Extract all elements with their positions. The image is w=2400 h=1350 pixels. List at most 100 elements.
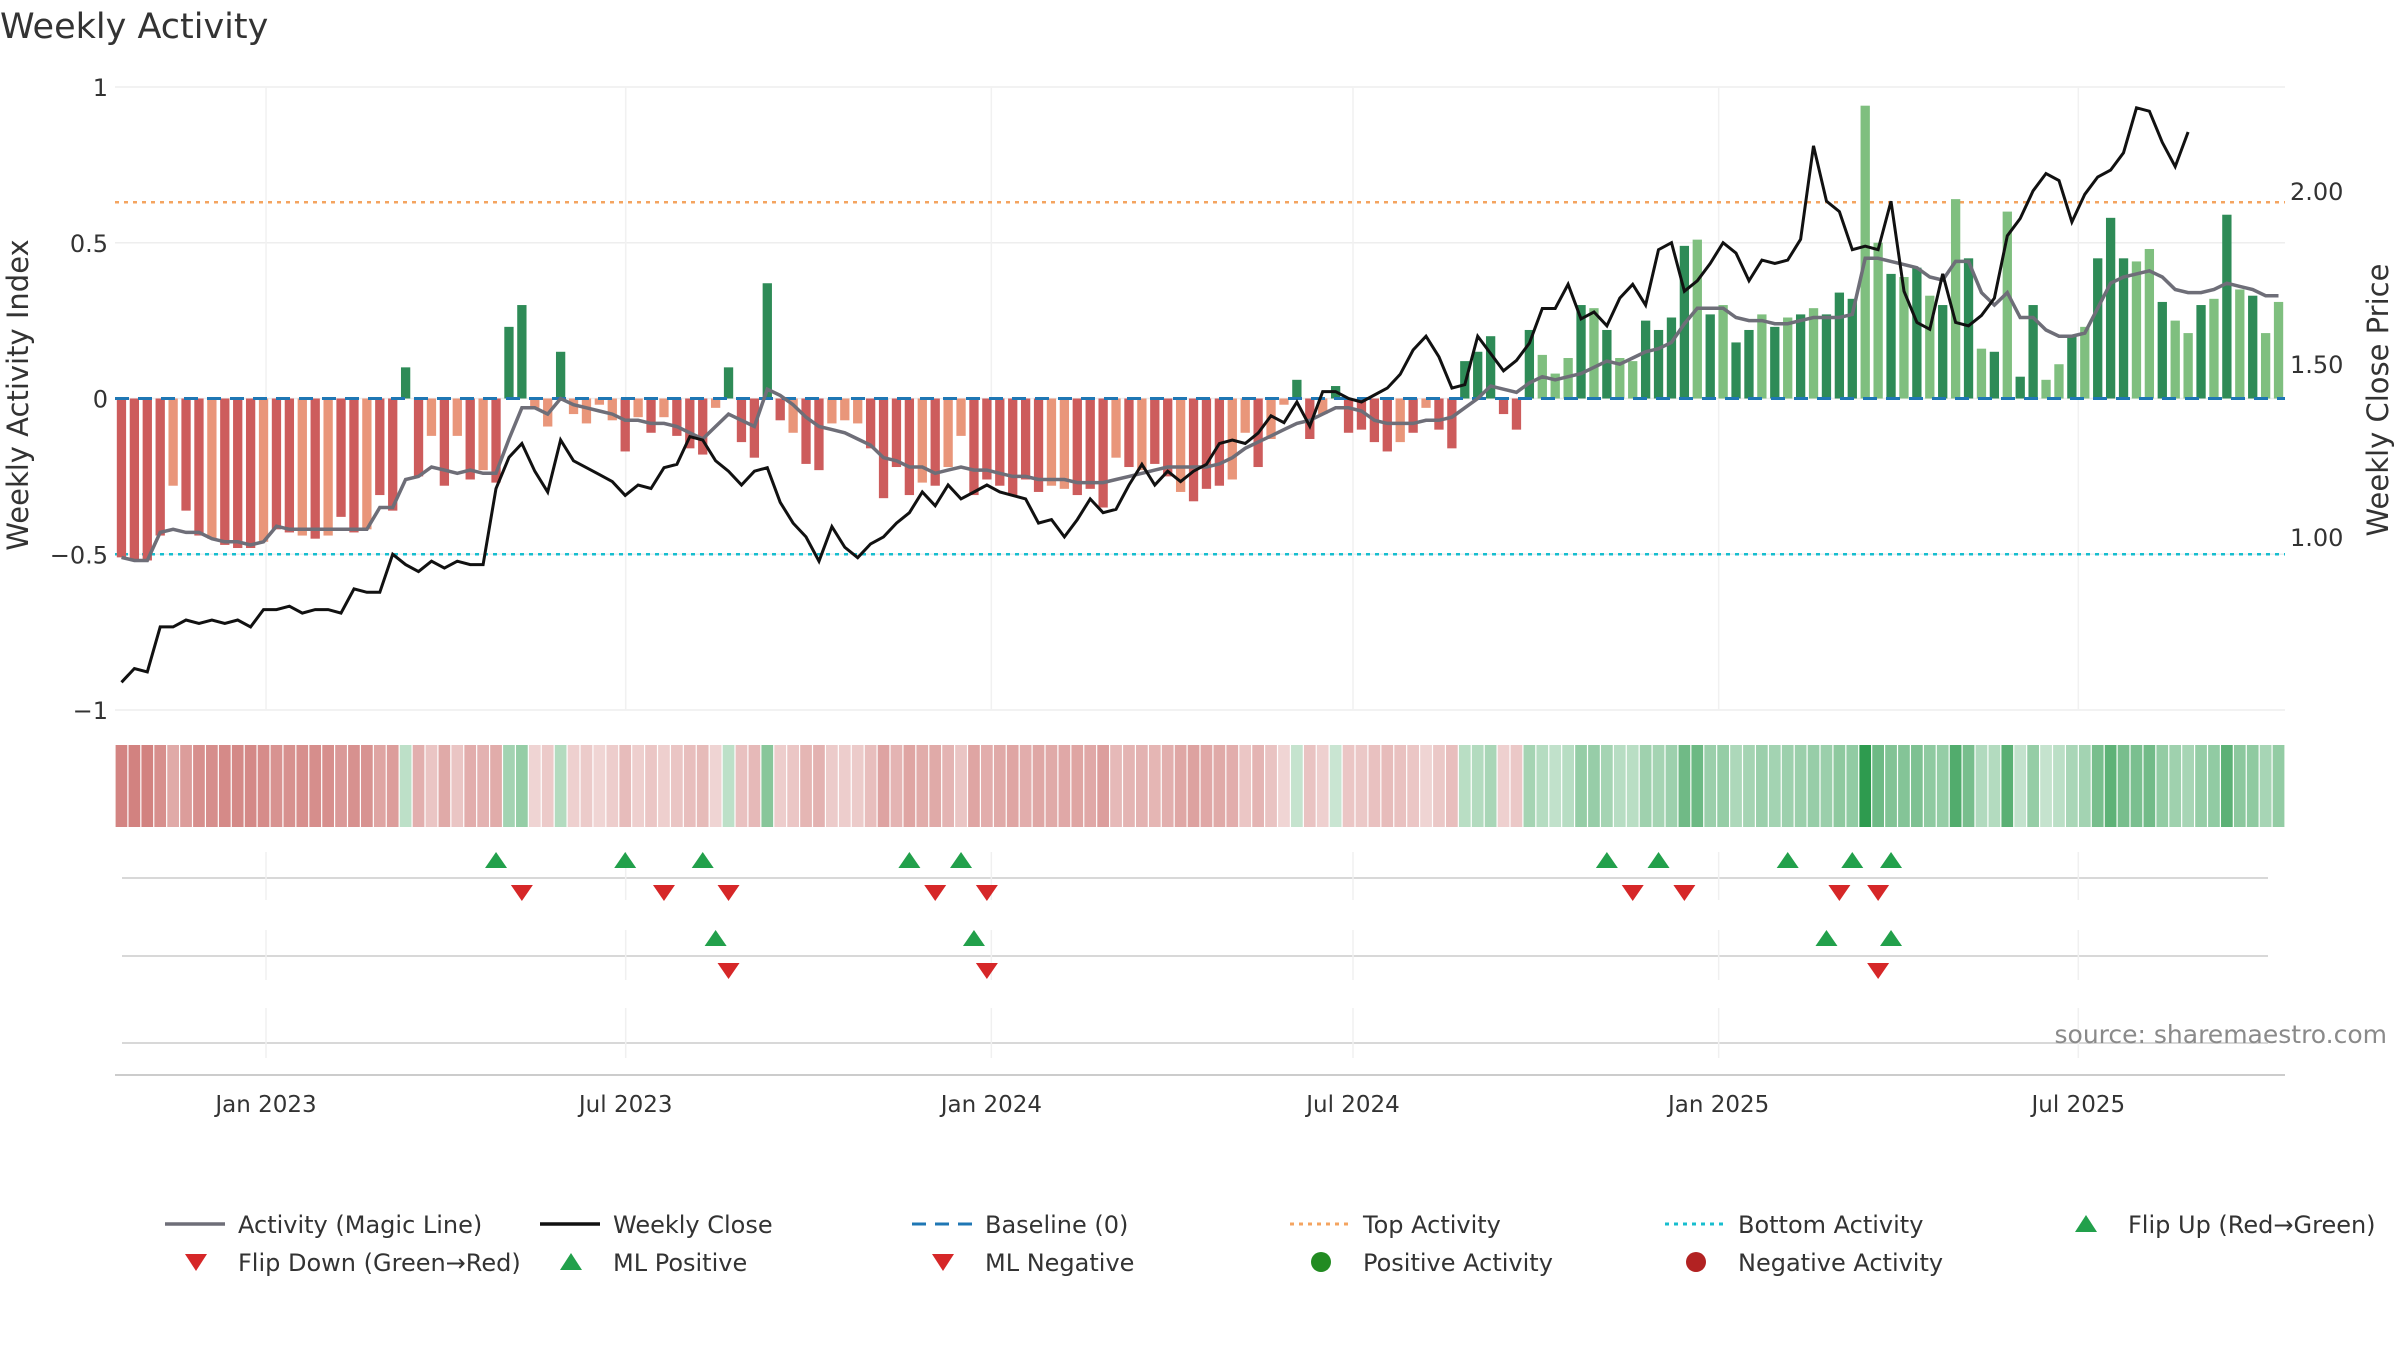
heat-strip-cell [826,745,838,827]
activity-bar [297,398,307,536]
activity-bar [1447,398,1457,449]
activity-bar [1795,314,1806,399]
heat-strip-cell [2195,745,2207,827]
activity-bar [1912,267,1922,399]
legend-swatch [185,1254,207,1271]
heat-strip-cell [554,745,567,827]
activity-bar [594,398,605,405]
activity-bar [336,398,346,517]
activity-bar [1821,314,1832,399]
activity-bar [362,398,372,530]
x-tick-label: Jul 2023 [577,1092,673,1118]
activity-bar [116,398,127,558]
heat-strip-cell [1446,745,1458,827]
heat-strip-cell [1562,745,1574,827]
heat-strip-cell [1252,745,1264,827]
heat-strip-cell [1497,745,1510,827]
activity-bar [620,398,630,452]
heat-strip-cell [1071,745,1084,827]
heat-strip-cell [1123,745,1135,827]
activity-bar [2235,289,2245,399]
heat-strip-cell [309,745,322,827]
activity-bar [349,398,359,533]
heat-strip-cell [1911,745,1923,827]
left-tick-label: −1 [73,697,108,725]
flip-up-marker [691,852,714,868]
flip-down-marker [1828,885,1851,901]
heat-strip-cell [1278,745,1290,827]
heat-strip-cell [348,745,360,827]
heat-strip-cell [683,745,696,827]
heat-strip-cell [1303,745,1316,827]
heat-strip-cell [1575,745,1587,827]
activity-bar [1589,308,1599,399]
right-tick-label: 1.00 [2290,524,2343,552]
activity-bar [1731,342,1741,399]
activity-bar [478,398,488,471]
legend-label: Weekly Close [613,1211,773,1239]
heat-strip-cell [231,745,244,827]
heat-strip-cell [218,745,231,827]
heat-strip-cell [1265,745,1277,827]
x-tick-label: Jan 2024 [939,1092,1042,1118]
heat-strip-cell [658,745,670,827]
activity-bar [1124,398,1134,468]
activity-bar [814,398,824,471]
source-note: source: sharemaestro.com [2055,1020,2388,1049]
heat-strip-cell [2130,745,2143,827]
activity-bar [258,398,269,542]
activity-bar [1808,308,1819,399]
axes: 1 0.5 0 −0.5 −1 2.00 1.50 1.00 [50,74,2344,725]
legend-swatch [1311,1252,1331,1272]
heat-strip-cell [567,745,580,827]
flip-up-marker [1647,852,1670,868]
heat-strip-cell [373,745,386,827]
heat-strip-cell [1381,745,1394,827]
activity-bar [1950,199,1961,399]
heat-strip-cell [115,745,128,827]
heat-strip-cell [2221,745,2233,827]
legend-label: ML Positive [613,1249,747,1277]
activity-bar [155,398,165,536]
heat-strip-cell [993,745,1006,827]
heat-strip-cell [1626,745,1639,827]
heat-strip-cell [1458,745,1471,827]
heat-strip-cell [709,745,722,827]
heat-strip-cell [722,745,735,827]
activity-bar [2041,379,2051,399]
activity-bar [1705,314,1715,399]
heat-strip-cell [1898,745,1910,827]
activity-bar [1240,398,1250,433]
activity-bar [1059,398,1070,489]
heat-strip-cell [1291,745,1303,827]
activity-bar [245,398,256,549]
ml-positive-marker [1815,930,1838,946]
flip-up-marker [614,852,637,868]
heat-strip-cell [761,745,774,827]
heat-strip-cell [141,745,154,827]
heat-strip-cell [1756,745,1768,827]
heat-strip-cell [2053,745,2065,827]
heat-strip-cell [490,745,502,827]
heat-strip-cell [335,745,347,827]
activity-bar [723,367,734,399]
heat-strip-cell [1872,745,1884,827]
heat-strip-cell [412,745,425,827]
left-tick-label: 0.5 [70,230,108,258]
heat-strip-cell [645,745,657,827]
activity-bar [775,398,785,421]
activity-bar [2002,211,2012,399]
activity-bar [878,398,889,499]
heat-strip-cell [1704,745,1717,827]
flip-down-marker [510,885,533,901]
left-axis-label: Weekly Activity Index [1,239,35,550]
activity-bar [1498,398,1509,415]
heat-strip-cell [632,745,644,827]
activity-bar [2260,333,2271,399]
heat-strip-cell [864,745,877,827]
heat-strip-cell [2143,745,2156,827]
activity-bar [2093,258,2103,399]
heat-strip-cell [1045,745,1058,827]
ml-positive-marker [704,930,727,946]
activity-bar [995,398,1005,486]
